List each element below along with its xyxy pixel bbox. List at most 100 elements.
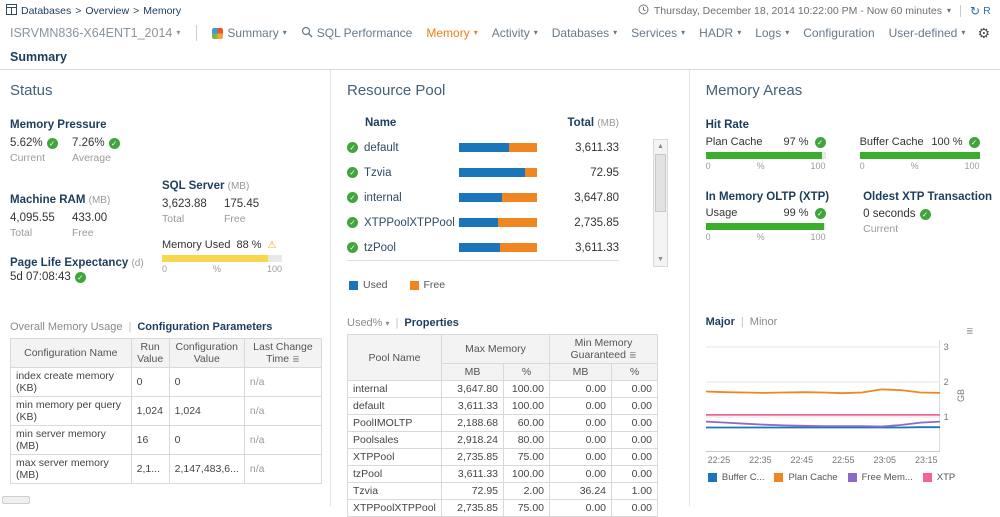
series-swatch bbox=[707, 473, 717, 482]
cell: 1,024 bbox=[130, 396, 170, 426]
column-header[interactable]: Pool Name bbox=[347, 334, 442, 381]
column-header[interactable]: Run Value bbox=[130, 338, 170, 368]
pool-row-tzvia[interactable]: ✓ Tzvia 72.95 bbox=[347, 160, 619, 185]
cell: 0 bbox=[168, 425, 245, 455]
table-row[interactable]: min memory per query (KB) 1,024 1,024 n/… bbox=[10, 396, 323, 426]
used-segment bbox=[459, 243, 501, 252]
pool-row-default[interactable]: ✓ default 3,611.33 bbox=[347, 135, 619, 160]
chevron-down-icon: ▾ bbox=[385, 319, 390, 328]
column-header[interactable]: MB bbox=[441, 363, 504, 381]
used-segment bbox=[459, 218, 498, 227]
ok-check-icon: ✓ bbox=[347, 217, 358, 228]
cell: 0.00 bbox=[549, 448, 612, 466]
table-row[interactable]: Tzvia 72.95 2.00 36.24 1.00 bbox=[347, 482, 658, 500]
gear-icon[interactable]: ⚙ bbox=[977, 24, 990, 41]
nav-activity[interactable]: Activity ▾ bbox=[492, 26, 538, 40]
refresh-button[interactable]: ↻ R bbox=[970, 4, 994, 18]
nav-hadr[interactable]: HADR ▾ bbox=[699, 26, 741, 40]
tab-configuration-parameters[interactable]: Configuration Parameters bbox=[137, 321, 273, 333]
tab-used-percent[interactable]: Used% ▾ bbox=[347, 317, 390, 329]
column-header[interactable]: Last Change Time ≣ bbox=[243, 338, 323, 368]
column-options-icon[interactable]: ≣ bbox=[628, 350, 637, 360]
gauge-scale: 0% 100 bbox=[859, 161, 980, 171]
tab-properties[interactable]: Properties bbox=[404, 317, 459, 329]
pool-usage-bar bbox=[459, 243, 537, 252]
column-options-icon[interactable]: ≣ bbox=[292, 354, 300, 364]
tab-minor[interactable]: Minor bbox=[749, 316, 778, 328]
legend-xtp[interactable]: XTP bbox=[922, 472, 955, 483]
clock-icon bbox=[638, 4, 649, 18]
nav-logs[interactable]: Logs ▾ bbox=[755, 26, 789, 40]
cell: 3,647.80 bbox=[441, 380, 504, 398]
scroll-up-button[interactable]: ▲ bbox=[657, 143, 664, 150]
sql-server-free: 175.45 bbox=[224, 198, 260, 210]
scrollbar-thumb[interactable] bbox=[655, 154, 666, 212]
column-header[interactable]: Min Memory Guaranteed ≣ bbox=[549, 334, 658, 364]
time-range-selector[interactable]: Thursday, December 18, 2014 10:22:00 PM … bbox=[653, 4, 942, 17]
gauge-fill bbox=[705, 152, 822, 159]
column-header[interactable]: MB bbox=[549, 363, 612, 381]
memory-pressure-label: Memory Pressure bbox=[10, 119, 107, 131]
table-row[interactable]: max server memory (MB) 2,1... 2,147,483,… bbox=[10, 454, 323, 484]
table-row[interactable]: PoolIMOLTP 2,188.68 60.00 0.00 0.00 bbox=[347, 414, 658, 432]
nav-summary[interactable]: Summary ▾ bbox=[212, 26, 287, 40]
status-panel: Status Memory Pressure 5.62% ✓ Current 7.… bbox=[0, 70, 330, 506]
cell: PoolIMOLTP bbox=[347, 414, 442, 432]
table-row[interactable]: XTPPoolXTPPool 2,735.85 75.00 0.00 0.00 bbox=[347, 499, 658, 517]
table-row[interactable]: internal 3,647.80 100.00 0.00 0.00 bbox=[347, 380, 658, 398]
legend-used[interactable]: Used bbox=[349, 279, 388, 291]
nav-sql-performance[interactable]: SQL Performance bbox=[301, 26, 413, 41]
memory-used-gauge: Memory Used 88 % ⚠ 0% 100 bbox=[162, 239, 282, 274]
ok-check-icon: ✓ bbox=[347, 242, 358, 253]
legend-buffer-cache[interactable]: Buffer C... bbox=[707, 472, 764, 483]
legend-plan-cache[interactable]: Plan Cache bbox=[774, 472, 838, 483]
nav-user-defined[interactable]: User-defined ▾ bbox=[889, 26, 966, 40]
average-label: Average bbox=[72, 152, 111, 164]
column-header[interactable]: Configuration Name bbox=[10, 338, 132, 368]
dashboard-content: Status Memory Pressure 5.62% ✓ Current 7.… bbox=[0, 70, 1000, 517]
breadcrumb-memory[interactable]: Memory bbox=[143, 4, 182, 17]
nav-configuration[interactable]: Configuration bbox=[803, 26, 874, 40]
nav-memory[interactable]: Memory ▾ bbox=[426, 26, 477, 40]
scroll-down-button[interactable]: ▼ bbox=[657, 256, 664, 263]
chevron-down-icon[interactable]: ▾ bbox=[946, 5, 951, 15]
legend-free-memory[interactable]: Free Mem... bbox=[847, 472, 913, 483]
table-row[interactable]: default 3,611.33 100.00 0.00 0.00 bbox=[347, 397, 658, 415]
cell: tzPool bbox=[347, 465, 442, 483]
chevron-down-icon: ▾ bbox=[785, 28, 790, 37]
ok-check-icon: ✓ bbox=[347, 142, 358, 153]
memory-used-label: Memory Used bbox=[162, 239, 231, 251]
column-header[interactable]: % bbox=[503, 363, 550, 381]
magnifier-icon bbox=[301, 26, 313, 41]
tab-overall-memory-usage[interactable]: Overall Memory Usage bbox=[10, 321, 123, 333]
breadcrumb-overview[interactable]: Overview bbox=[85, 4, 130, 17]
column-header[interactable]: Max Memory bbox=[441, 334, 550, 364]
nav-label: HADR bbox=[699, 26, 734, 40]
table-row[interactable]: index create memory (KB) 0 0 n/a bbox=[10, 367, 323, 397]
scrollbar[interactable]: ▲ ▼ bbox=[653, 139, 668, 267]
nav-label: SQL Performance bbox=[316, 26, 413, 40]
pool-row-tzpool[interactable]: ✓ tzPool 3,611.33 bbox=[347, 235, 619, 260]
column-header[interactable]: Configuration Value bbox=[168, 338, 245, 368]
legend-free[interactable]: Free bbox=[409, 279, 445, 291]
table-row[interactable]: tzPool 3,611.33 100.00 0.00 0.00 bbox=[347, 465, 658, 483]
column-header[interactable]: % bbox=[611, 363, 658, 381]
table-row[interactable]: XTPPool 2,735.85 75.00 0.00 0.00 bbox=[347, 448, 658, 466]
server-selector[interactable]: ISRVMN836-X64ENT1_2014 ▾ bbox=[10, 26, 180, 40]
cell: 3,611.33 bbox=[441, 397, 504, 415]
cell: 1.00 bbox=[611, 482, 658, 500]
chevron-down-icon: ▾ bbox=[533, 28, 538, 37]
nav-databases[interactable]: Databases ▾ bbox=[552, 26, 617, 40]
pool-row-internal[interactable]: ✓ internal 3,647.80 bbox=[347, 185, 619, 210]
cell: n/a bbox=[243, 425, 323, 455]
breadcrumb-databases[interactable]: Databases bbox=[21, 4, 72, 17]
nav-services[interactable]: Services ▾ bbox=[631, 26, 685, 40]
nav-label: Services bbox=[631, 26, 678, 40]
pool-row-xtppoolxtppool[interactable]: ✓ XTPPoolXTPPool 2,735.85 bbox=[347, 210, 619, 235]
tab-major[interactable]: Major bbox=[705, 316, 735, 328]
used-swatch bbox=[349, 280, 358, 290]
nav-label: Configuration bbox=[803, 26, 875, 40]
table-row[interactable]: Poolsales 2,918.24 80.00 0.00 0.00 bbox=[347, 431, 658, 449]
chart-options-icon[interactable]: ≣ bbox=[966, 326, 974, 336]
table-row[interactable]: min server memory (MB) 16 0 n/a bbox=[10, 425, 323, 455]
